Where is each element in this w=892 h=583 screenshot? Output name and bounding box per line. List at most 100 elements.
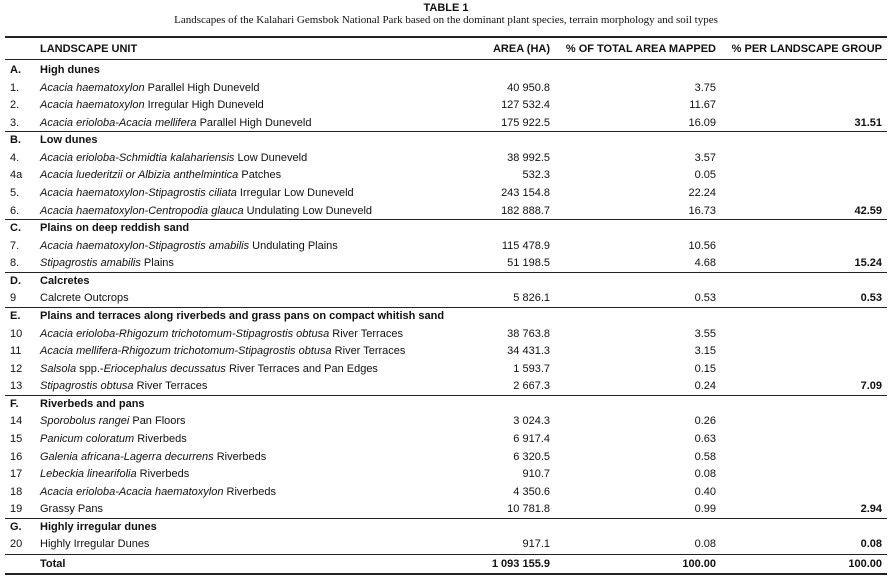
group-name: Highly irregular dunes — [40, 520, 157, 533]
area-cell: 10 781.8 — [507, 503, 550, 516]
name-part: Highly Irregular Dunes — [40, 538, 150, 551]
unit-name: Panicum coloratum Riverbeds — [40, 432, 187, 446]
header-cell: % PER LANDSCAPE GROUP — [731, 43, 882, 55]
group-label: B. — [10, 134, 21, 147]
name-part: Stipagrostis obtusa — [40, 380, 134, 393]
total-group-pct: 100.00 — [848, 557, 882, 570]
pct-cell: 10.56 — [688, 239, 716, 252]
area-cell: 1 593.7 — [513, 362, 550, 375]
name-part: Acacia erioloba-Schmidtia kalahariensis — [40, 151, 235, 164]
area-cell: 175 922.5 — [501, 116, 550, 129]
group-label: F. — [10, 397, 19, 410]
name-part: Acacia luederitzii or Albizia anthelmint… — [40, 169, 239, 182]
bottom-rule — [5, 573, 887, 575]
name-part: Undulating Plains — [249, 239, 338, 252]
pct-cell: 0.24 — [694, 380, 716, 393]
area-cell: 532.3 — [522, 169, 550, 182]
unit-name: Stipagrostis obtusa River Terraces — [40, 379, 207, 393]
name-part: Acacia haematoxylon — [40, 99, 145, 112]
name-part: Undulating Low Duneveld — [243, 204, 373, 217]
name-part: Salsola — [40, 362, 77, 375]
name-part: Parallel High Duneveld — [196, 116, 312, 129]
pct-cell: 16.73 — [688, 204, 716, 217]
row-number: 15 — [10, 432, 23, 445]
row-number: 18 — [10, 485, 23, 498]
unit-name: Acacia haematoxylon-Centropodia glauca U… — [40, 204, 372, 218]
row-number: 10 — [10, 327, 23, 340]
name-part: Acacia erioloba-Rhigozum trichotomum-Sti… — [40, 327, 330, 340]
group-label: E. — [10, 309, 21, 322]
row-number: 19 — [10, 503, 23, 516]
pct-cell: 3.75 — [694, 81, 716, 94]
group-name: Low dunes — [40, 134, 98, 147]
name-part: Pan Floors — [129, 415, 186, 428]
pct-cell: 0.08 — [694, 468, 716, 481]
unit-name: Acacia erioloba-Acacia mellifera Paralle… — [40, 116, 311, 130]
name-part: Eriocephalus decussatus — [103, 362, 226, 375]
total-rule — [5, 554, 887, 555]
pct-cell: 0.63 — [694, 432, 716, 445]
group-rule — [5, 131, 887, 132]
name-part: Low Duneveld — [234, 151, 308, 164]
table-title: TABLE 1 — [423, 2, 469, 14]
name-part: Sporobolus rangei — [40, 415, 130, 428]
group-pct-cell: 15.24 — [854, 257, 882, 270]
name-part: Calcrete Outcrops — [40, 292, 129, 305]
pct-cell: 0.26 — [694, 415, 716, 428]
row-number: 13 — [10, 380, 23, 393]
unit-name: Acacia erioloba-Acacia haematoxylon Rive… — [40, 485, 276, 499]
name-part: spp.- — [76, 362, 104, 375]
area-cell: 6 320.5 — [513, 450, 550, 463]
name-part: Riverbeds — [213, 450, 267, 463]
unit-name: Acacia luederitzii or Albizia anthelmint… — [40, 168, 281, 182]
group-pct-cell: 2.94 — [860, 503, 882, 516]
row-number: 2. — [10, 99, 20, 112]
area-cell: 40 950.8 — [507, 81, 550, 94]
name-part: Acacia haematoxylon-Stipagrostis amabili… — [40, 239, 250, 252]
name-part: Irregular High Duneveld — [144, 99, 264, 112]
group-rule — [5, 395, 887, 396]
pct-cell: 0.05 — [694, 169, 716, 182]
area-cell: 127 532.4 — [501, 99, 550, 112]
unit-name: Acacia haematoxylon Irregular High Dunev… — [40, 98, 264, 112]
table-subtitle: Landscapes of the Kalahari Gemsbok Natio… — [174, 14, 718, 26]
pct-cell: 16.09 — [688, 116, 716, 129]
row-number: 14 — [10, 415, 23, 428]
group-pct-cell: 7.09 — [860, 380, 882, 393]
pct-cell: 0.99 — [694, 503, 716, 516]
name-part: River Terraces — [329, 327, 403, 340]
row-number: 3. — [10, 116, 20, 129]
group-rule — [5, 219, 887, 220]
group-name: Plains on deep reddish sand — [40, 222, 190, 235]
area-cell: 34 431.3 — [507, 345, 550, 358]
name-part: Acacia mellifera-Rhigozum trichotomum-St… — [40, 345, 332, 358]
name-part: Panicum coloratum — [40, 432, 135, 445]
row-number: 8. — [10, 257, 20, 270]
unit-name: Acacia haematoxylon-Stipagrostis ciliata… — [40, 186, 354, 200]
pct-cell: 3.55 — [694, 327, 716, 340]
total-label: Total — [40, 557, 66, 570]
pct-cell: 4.68 — [694, 257, 716, 270]
row-number: 12 — [10, 362, 23, 375]
group-name: Riverbeds and pans — [40, 397, 145, 410]
group-pct-cell: 0.08 — [860, 538, 882, 551]
row-number: 6. — [10, 204, 20, 217]
unit-name: Lebeckia linearifolia Riverbeds — [40, 467, 189, 481]
name-part: Riverbeds — [134, 432, 187, 445]
unit-name: Grassy Pans — [40, 502, 103, 516]
unit-name: Galenia africana-Lagerra decurrens River… — [40, 450, 266, 464]
row-number: 9 — [10, 292, 17, 305]
unit-name: Sporobolus rangei Pan Floors — [40, 414, 186, 428]
header-cell: LANDSCAPE UNIT — [40, 43, 138, 55]
area-cell: 243 154.8 — [501, 186, 550, 199]
pct-cell: 0.40 — [694, 485, 716, 498]
unit-name: Salsola spp.-Eriocephalus decussatus Riv… — [40, 362, 378, 376]
row-number: 11 — [10, 345, 22, 358]
area-cell: 182 888.7 — [501, 204, 550, 217]
row-number: 20 — [10, 538, 23, 551]
name-part: Riverbeds — [136, 468, 190, 481]
area-cell: 3 024.3 — [513, 415, 550, 428]
pct-cell: 22.24 — [688, 186, 716, 199]
area-cell: 2 667.3 — [513, 380, 550, 393]
name-part: Stipagrostis amabilis — [40, 257, 141, 270]
